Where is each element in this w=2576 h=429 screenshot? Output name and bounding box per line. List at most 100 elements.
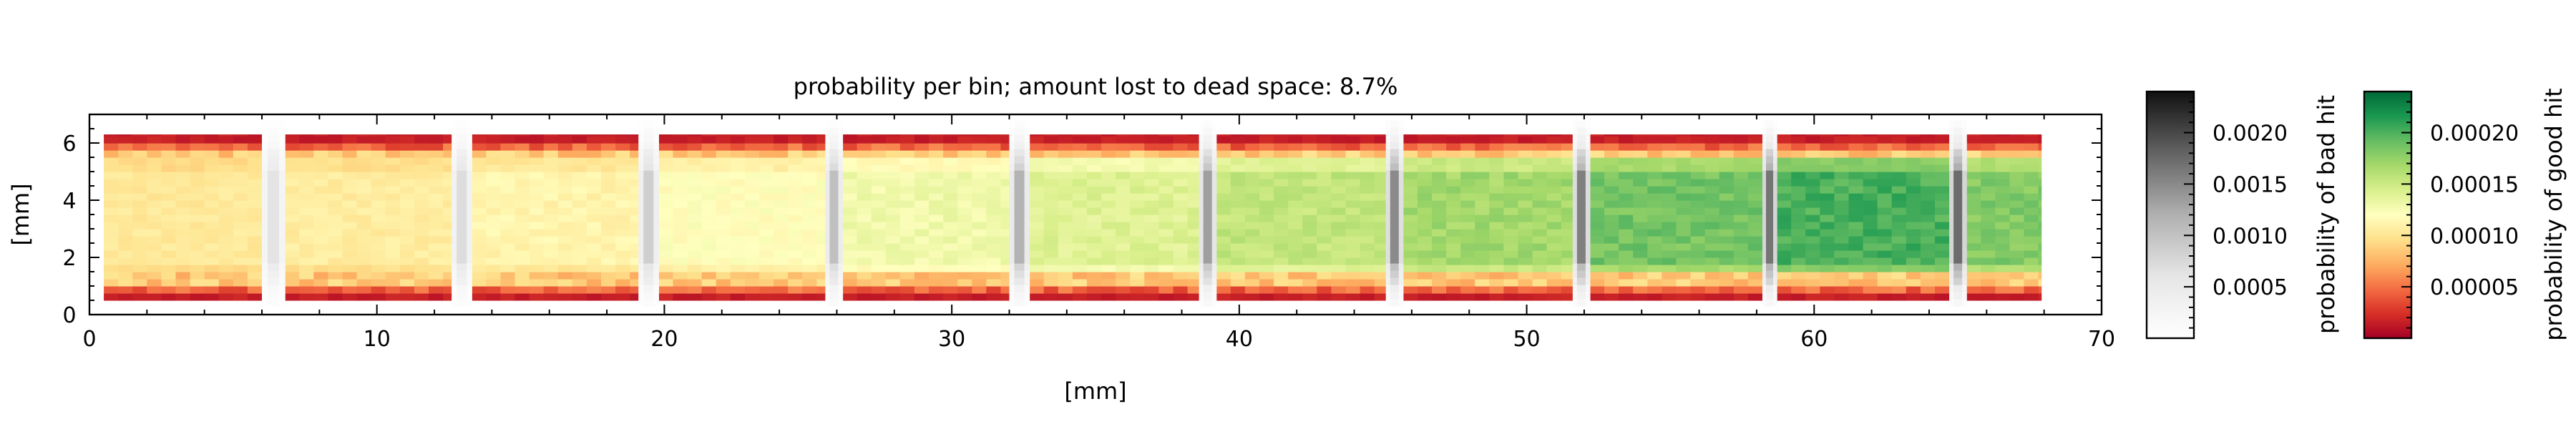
bad-hit-bin	[268, 270, 274, 278]
good-hit-bin	[899, 279, 915, 287]
bad-hit-bin	[643, 120, 649, 128]
good-hit-bin	[730, 134, 746, 137]
good-hit-bin	[147, 279, 162, 287]
good-hit-bin	[1733, 179, 1749, 187]
good-hit-bin	[1216, 179, 1231, 187]
good-hit-bin	[1029, 207, 1045, 215]
good-hit-bin	[247, 157, 263, 165]
good-hit-bin	[1187, 150, 1200, 158]
bad-hit-bin	[1394, 163, 1400, 171]
good-hit-bin	[885, 243, 901, 251]
bad-hit-bin	[1585, 285, 1591, 292]
good-hit-bin	[1230, 200, 1246, 208]
bad-hit-bin	[279, 163, 286, 171]
bad-hit-bin	[1762, 263, 1767, 271]
good-hit-bin	[701, 236, 717, 244]
good-hit-bin	[299, 265, 314, 272]
bad-hit-bin	[268, 242, 274, 250]
good-hit-bin	[929, 257, 944, 265]
bad-hit-bin	[1014, 249, 1020, 257]
good-hit-bin	[730, 293, 746, 301]
good-hit-bin	[1446, 134, 1461, 137]
bad-hit-bin	[268, 227, 274, 235]
good-hit-bin	[247, 186, 263, 194]
good-hit-bin	[1863, 186, 1878, 194]
bad-hit-bin	[638, 120, 644, 128]
bad-hit-bin	[1009, 256, 1015, 264]
good-hit-bin	[118, 265, 133, 272]
good-hit-bin	[1360, 157, 1375, 165]
good-hit-bin	[673, 193, 688, 201]
good-hit-bin	[1288, 257, 1303, 265]
good-hit-bin	[175, 257, 191, 265]
good-hit-bin	[1417, 279, 1433, 287]
good-hit-bin	[342, 200, 358, 208]
good-hit-bin	[1000, 279, 1010, 287]
good-hit-bin	[1402, 172, 1418, 179]
good-hit-bin	[943, 236, 958, 244]
good-hit-bin	[1475, 193, 1490, 201]
good-hit-bin	[2038, 172, 2042, 179]
good-hit-bin	[1446, 286, 1461, 294]
good-hit-bin	[104, 200, 119, 208]
good-hit-bin	[1546, 157, 1562, 165]
good-hit-bin	[1920, 250, 1936, 258]
good-hit-bin	[1216, 286, 1231, 294]
good-hit-bin	[429, 250, 444, 258]
good-hit-bin	[929, 250, 944, 258]
good-hit-bin	[1747, 286, 1763, 294]
good-hit-bin	[1302, 193, 1317, 201]
good-hit-bin	[443, 272, 452, 280]
good-hit-bin	[1518, 236, 1533, 244]
good-hit-bin	[247, 164, 263, 172]
good-hit-bin	[885, 236, 901, 244]
good-hit-bin	[1647, 179, 1662, 187]
bad-hit-bin	[1385, 206, 1391, 214]
good-hit-bin	[429, 236, 444, 244]
bad-hit-bin	[825, 170, 831, 178]
bad-hit-bin	[1949, 134, 1954, 142]
bad-hit-bin	[262, 142, 268, 149]
good-hit-bin	[658, 179, 674, 187]
bad-hit-bin	[834, 120, 839, 128]
good-hit-bin	[1676, 207, 1692, 215]
good-hit-bin	[1317, 150, 1332, 158]
good-hit-bin	[1144, 157, 1159, 165]
good-hit-bin	[885, 293, 901, 301]
good-hit-bin	[1777, 134, 1792, 137]
bad-hit-bin	[1953, 134, 1958, 142]
bad-hit-bin	[1014, 227, 1020, 235]
bad-hit-bin	[1398, 249, 1404, 257]
bad-hit-bin	[1958, 220, 1963, 228]
good-hit-bin	[414, 229, 429, 237]
good-hit-bin	[1475, 214, 1490, 222]
bad-hit-bin	[457, 249, 462, 257]
good-hit-bin	[687, 200, 703, 208]
good-hit-bin	[204, 229, 220, 237]
bad-hit-bin	[268, 206, 274, 214]
good-hit-bin	[1302, 272, 1317, 280]
colorbar-tick-label: 0.00010	[2430, 224, 2519, 249]
good-hit-bin	[429, 279, 444, 287]
good-hit-bin	[899, 222, 915, 230]
bad-hit-bin	[1211, 199, 1217, 207]
bad-hit-bin	[1581, 249, 1586, 257]
good-hit-bin	[1676, 200, 1692, 208]
good-hit-bin	[716, 222, 731, 230]
good-hit-bin	[986, 157, 1002, 165]
good-hit-bin	[500, 293, 516, 301]
bad-hit-bin	[1009, 192, 1015, 199]
bad-hit-bin	[1576, 220, 1582, 228]
good-hit-bin	[190, 172, 205, 179]
good-hit-bin	[1244, 207, 1260, 215]
good-hit-bin	[1966, 236, 1981, 244]
bad-hit-bin	[1019, 156, 1025, 164]
good-hit-bin	[342, 286, 358, 294]
good-hit-bin	[816, 236, 826, 244]
good-hit-bin	[1920, 150, 1936, 158]
good-hit-bin	[233, 157, 248, 165]
good-hit-bin	[175, 164, 191, 172]
good-hit-bin	[356, 200, 372, 208]
bad-hit-gap	[638, 120, 659, 307]
good-hit-bin	[313, 172, 329, 179]
